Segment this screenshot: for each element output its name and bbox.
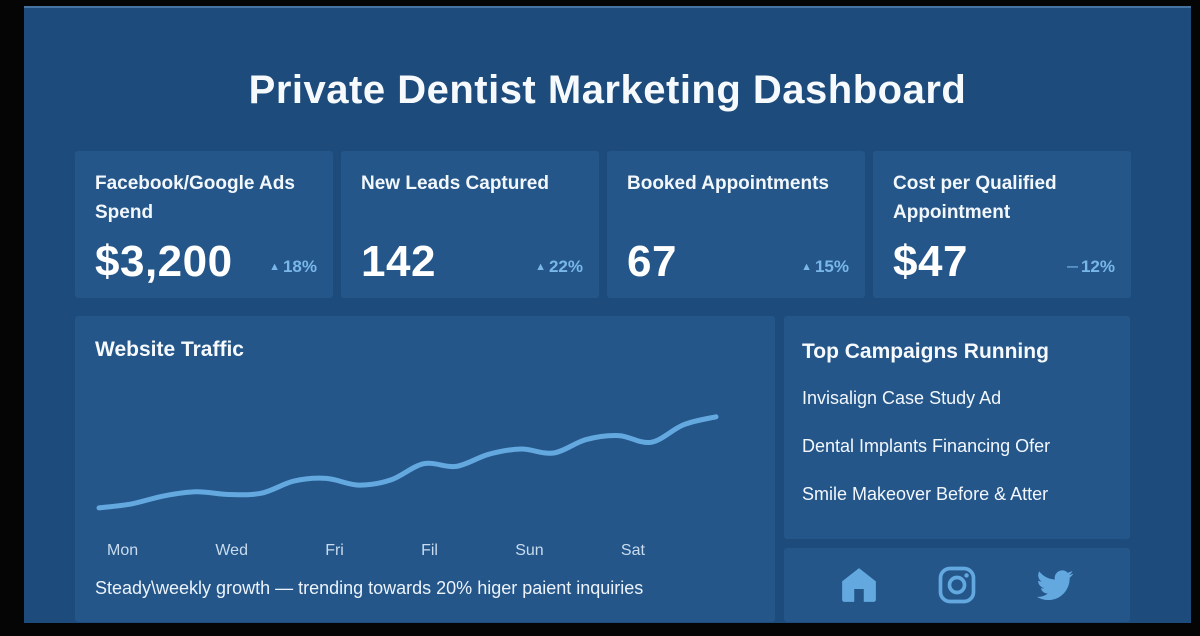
dashboard-panel: Private Dentist Marketing Dashboard Face… bbox=[24, 6, 1191, 623]
x-axis-label: Fil bbox=[421, 542, 438, 559]
trend-up-icon: ▲ bbox=[535, 261, 546, 273]
twitter-icon[interactable] bbox=[1032, 562, 1078, 608]
stat-delta-value: 15% bbox=[814, 257, 849, 276]
stat-delta: ▲ 18% bbox=[269, 257, 317, 277]
stat-label: Booked Appointments bbox=[627, 173, 829, 194]
stat-label: New Leads Captured bbox=[361, 173, 549, 194]
trend-down-icon: — bbox=[1066, 261, 1078, 273]
stat-value: 142 bbox=[361, 237, 436, 286]
x-axis-label: Mon bbox=[107, 542, 139, 559]
stat-value: 67 bbox=[627, 237, 677, 286]
campaign-item: Dental Implants Financing Ofer bbox=[802, 436, 1051, 456]
x-axis-labels: Mon Wed Fri Fil Sun Sat bbox=[107, 542, 645, 560]
x-axis-label: Fri bbox=[325, 542, 344, 559]
stat-delta-value: 12% bbox=[1080, 257, 1115, 276]
stat-delta: ▲ 15% bbox=[801, 257, 849, 277]
website-traffic-title: Website Traffic bbox=[95, 338, 244, 361]
campaign-item: Smile Makeover Before & Atter bbox=[802, 484, 1049, 504]
stat-label: Facebook/Google Ads Spend bbox=[95, 173, 295, 224]
stat-value: $47 bbox=[893, 237, 968, 286]
stat-delta: —12% bbox=[1067, 257, 1115, 277]
stat-card-booked-appointments: Booked Appointments 67 ▲ 15% bbox=[607, 151, 865, 298]
website-traffic-card: Website Traffic Mon Wed Fri Fil Sun Sat … bbox=[75, 316, 775, 622]
social-links-card bbox=[784, 548, 1130, 622]
stat-delta-value: 22% bbox=[548, 257, 583, 276]
stat-delta-value: 18% bbox=[282, 257, 317, 276]
campaign-list: Invisalign Case Study Ad Dental Implants… bbox=[802, 388, 1112, 505]
stats-row: Facebook/Google Ads Spend $3,200 ▲ 18% Ne… bbox=[75, 151, 1131, 298]
stat-label: Cost per Qualified Appointment bbox=[893, 173, 1057, 224]
traffic-chart-svg bbox=[96, 414, 719, 511]
traffic-caption: Steady\weekly growth — trending towards … bbox=[95, 578, 644, 598]
instagram-icon[interactable] bbox=[934, 562, 980, 608]
x-axis-label: Sat bbox=[620, 542, 645, 559]
page-title: Private Dentist Marketing Dashboard bbox=[248, 68, 967, 112]
stat-value: $3,200 bbox=[95, 237, 233, 286]
trend-up-icon: ▲ bbox=[269, 261, 280, 273]
stat-delta: ▲ 22% bbox=[535, 257, 583, 277]
stat-card-cost-per-appointment: Cost per Qualified Appointment $47 —12% bbox=[873, 151, 1131, 298]
top-campaigns-title: Top Campaigns Running bbox=[802, 340, 1049, 363]
campaign-item: Invisalign Case Study Ad bbox=[802, 388, 1002, 408]
x-axis-label: Sun bbox=[515, 542, 544, 559]
top-campaigns-card: Top Campaigns Running Invisalign Case St… bbox=[784, 316, 1130, 539]
traffic-line-chart bbox=[95, 378, 720, 530]
traffic-line-path bbox=[96, 414, 719, 511]
x-axis-label: Wed bbox=[215, 542, 248, 559]
trend-up-icon: ▲ bbox=[801, 261, 812, 273]
stat-card-ads-spend: Facebook/Google Ads Spend $3,200 ▲ 18% bbox=[75, 151, 333, 298]
stat-card-new-leads: New Leads Captured 142 ▲ 22% bbox=[341, 151, 599, 298]
home-icon[interactable] bbox=[836, 562, 882, 608]
